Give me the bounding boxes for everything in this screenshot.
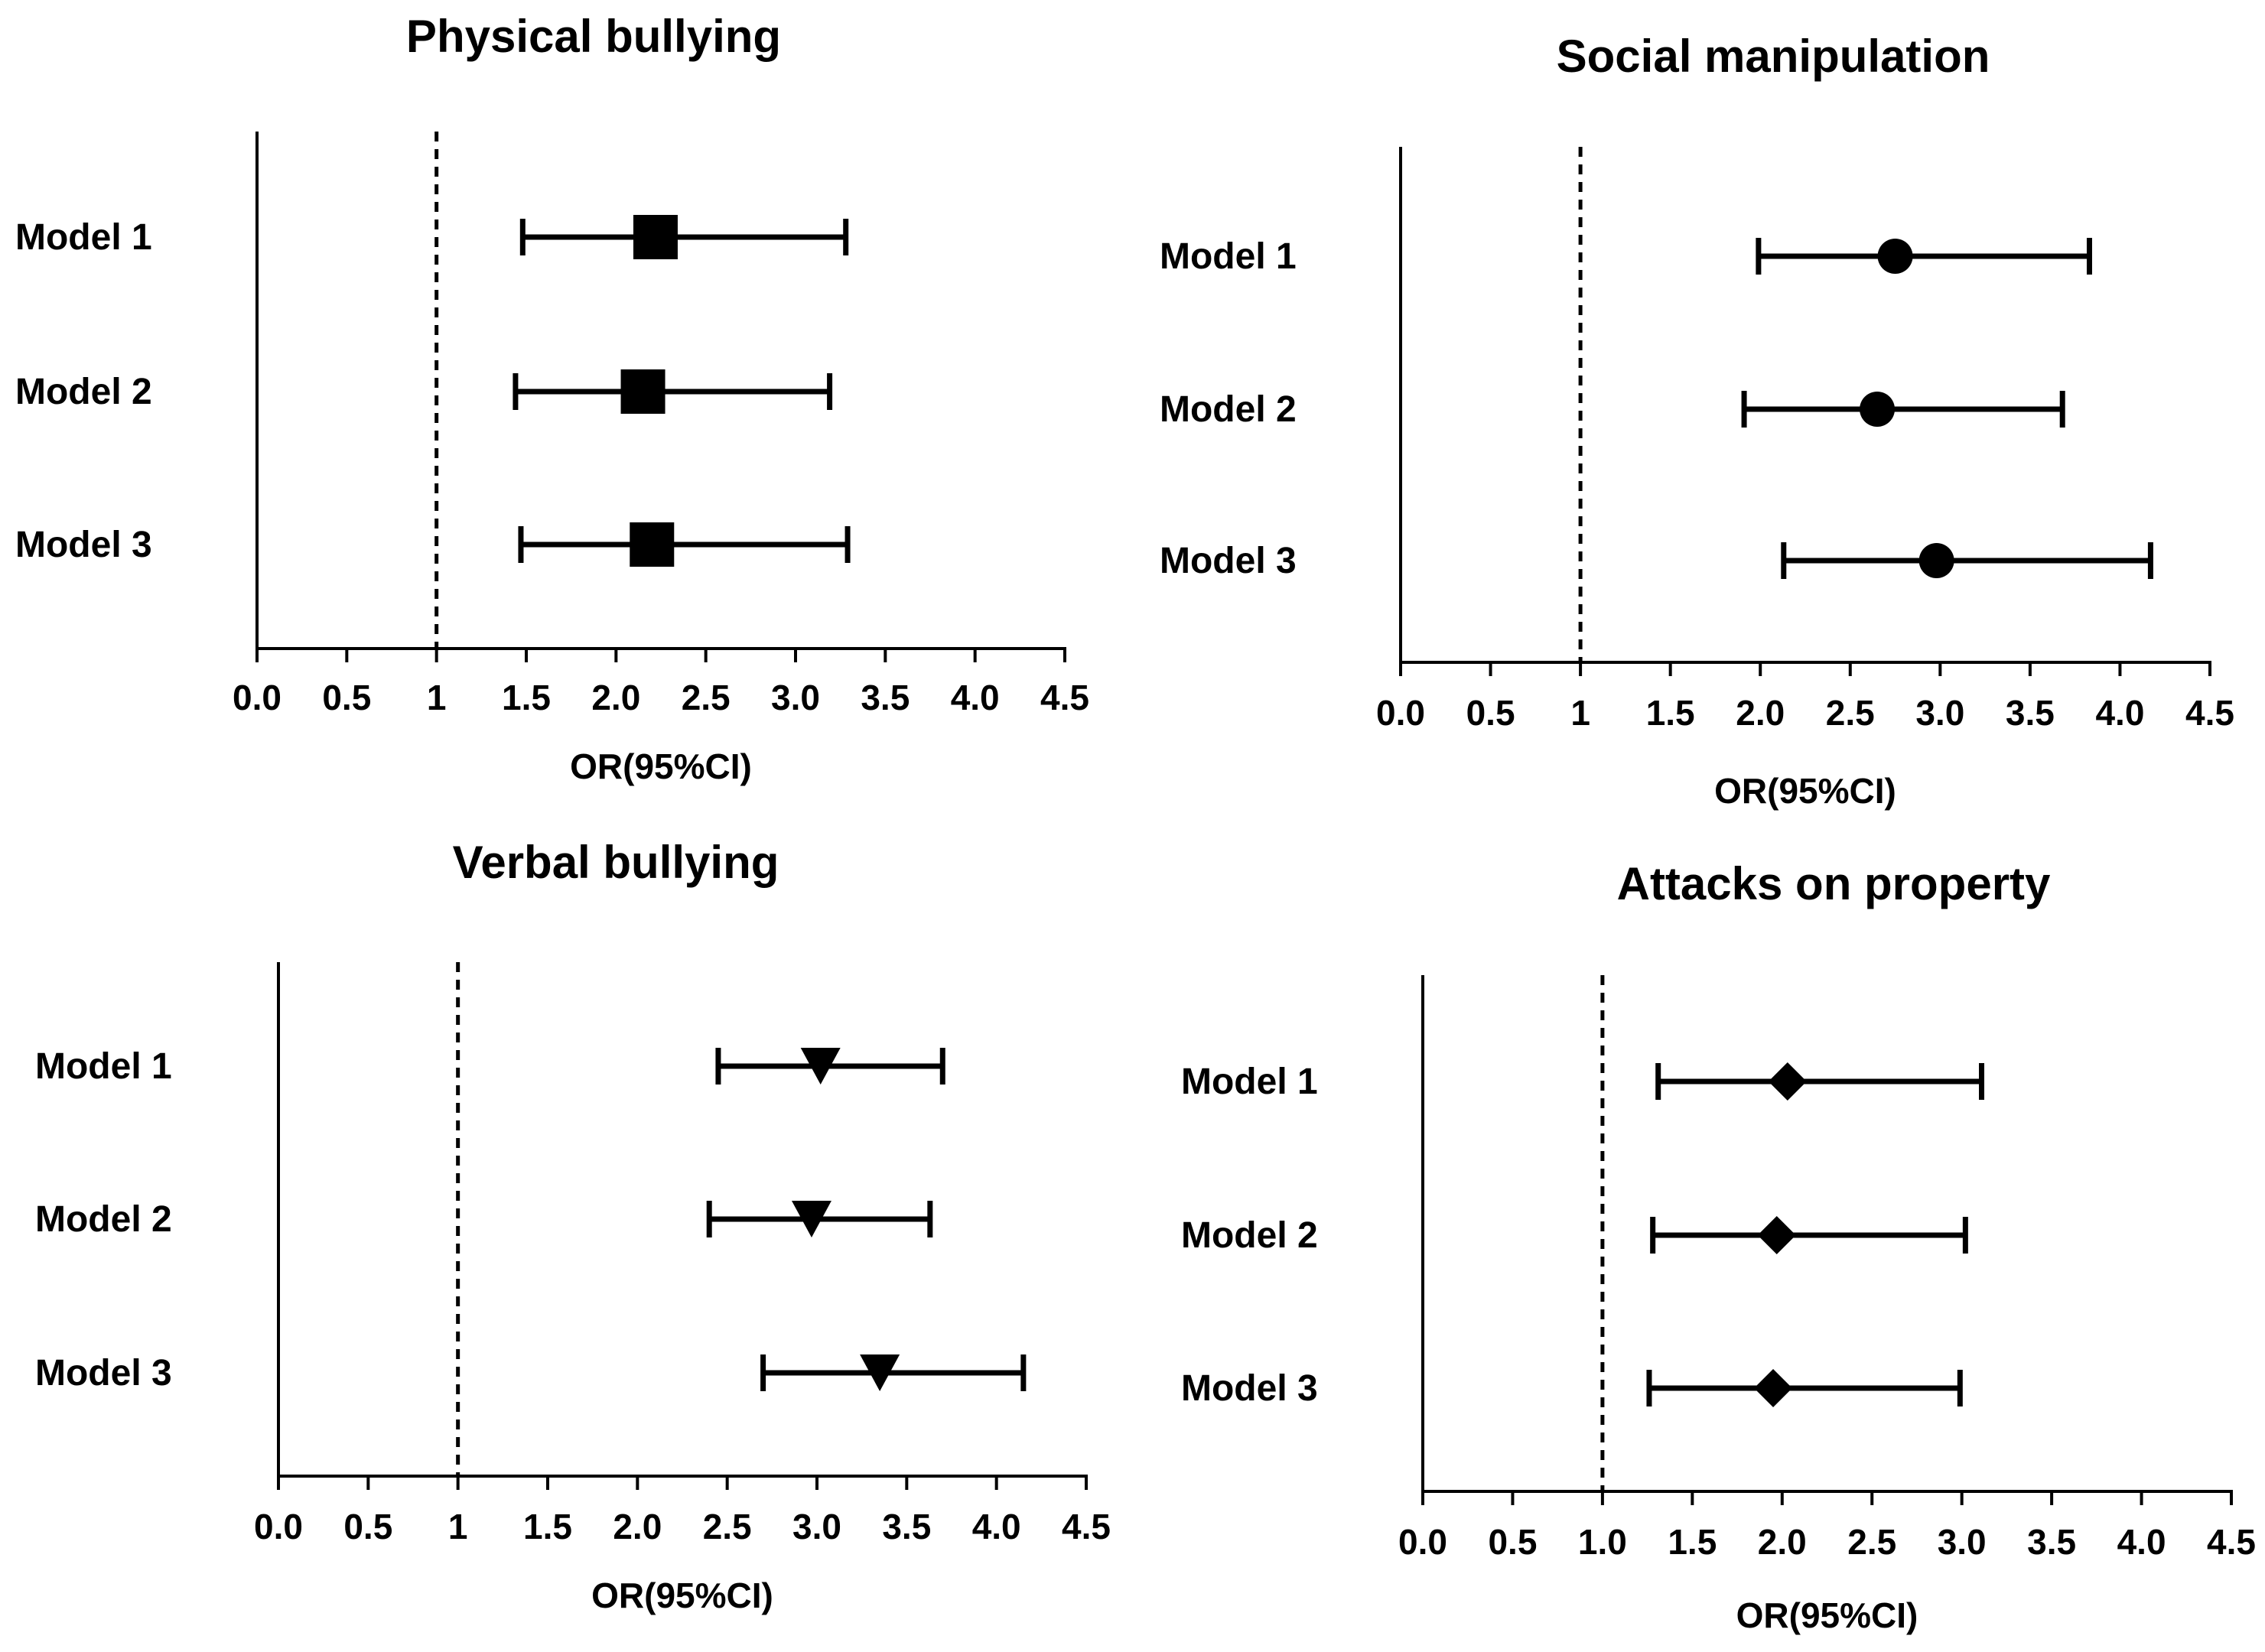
x-tick-label: 1 (427, 678, 447, 717)
x-tick-label: 1 (1570, 693, 1590, 733)
forest-row: Model 1 (1160, 236, 2092, 277)
x-tick-label: 4.5 (2207, 1522, 2256, 1562)
x-tick-label: 1.0 (1578, 1522, 1627, 1562)
x-tick-label: 0.5 (343, 1507, 392, 1546)
forest-panel-2: Social manipulation 0.0 0.5 1 1.5 2.0 2.5 3.0 3.… (1160, 31, 2234, 811)
row-label: Model 3 (15, 525, 152, 565)
row-label: Model 3 (1160, 541, 1297, 581)
forest-row: Model 2 (35, 1199, 933, 1240)
forest-panel-3: Verbal bullying 0.0 0.5 1 1.5 2.0 2.5 3.0 3.5 4.0… (35, 837, 1111, 1615)
or-point-marker (620, 369, 666, 414)
forest-row: Model 2 (1181, 1215, 1968, 1256)
row-label: Model 1 (15, 217, 152, 258)
x-tick-label: 0.5 (322, 678, 371, 717)
x-tick-label: 4.5 (1062, 1507, 1111, 1546)
x-tick-label: 1.5 (1646, 693, 1695, 733)
row-label: Model 1 (1160, 236, 1297, 277)
x-tick-label: 4.0 (2117, 1522, 2166, 1562)
x-axis-title: OR(95%CI) (570, 746, 752, 786)
x-tick-label: 3.5 (2006, 693, 2055, 733)
or-point-marker (1768, 1062, 1807, 1101)
x-tick-label: 3.5 (2027, 1522, 2076, 1562)
x-axis-title: OR(95%CI) (1736, 1595, 1918, 1635)
panel-title: Attacks on property (1617, 858, 2051, 909)
x-tick-label: 4.0 (951, 678, 1000, 717)
x-axis-title: OR(95%CI) (1714, 771, 1896, 811)
row-label: Model 1 (35, 1046, 172, 1087)
x-tick-label: 2.0 (1758, 1522, 1807, 1562)
or-point-marker (791, 1201, 831, 1237)
x-tick-label: 4.0 (972, 1507, 1021, 1546)
forest-row: Model 2 (1160, 389, 2065, 430)
forest-row: Model 1 (15, 215, 849, 259)
forest-row: Model 3 (1160, 541, 2153, 581)
x-tick-label: 3.0 (792, 1507, 841, 1546)
forest-panel-1: Physical bullying 0.0 0.5 1 1.5 2.0 2.5 3.0 3.5 4… (15, 11, 1089, 786)
x-tick-label: 2.0 (613, 1507, 662, 1546)
x-tick-label: 2.5 (1826, 693, 1875, 733)
forest-row: Model 3 (15, 522, 851, 567)
x-tick-label: 3.5 (882, 1507, 931, 1546)
x-tick-label: 3.0 (1915, 693, 1964, 733)
forest-row: Model 3 (35, 1353, 1027, 1393)
x-tick-label: 4.0 (2095, 693, 2144, 733)
or-point-marker (1918, 543, 1954, 578)
x-tick-label: 2.0 (591, 678, 640, 717)
panel-title: Physical bullying (406, 11, 781, 62)
x-tick-label: 1.5 (502, 678, 551, 717)
x-tick-label: 0.5 (1488, 1522, 1537, 1562)
or-point-marker (800, 1048, 841, 1085)
forest-panel-4: Attacks on property 0.0 0.5 1.0 1.5 2.0 2.5 3.0… (1181, 858, 2256, 1635)
x-tick-label: 2.0 (1736, 693, 1785, 733)
x-tick-label: 0.0 (254, 1507, 303, 1546)
x-tick-label: 3.0 (1938, 1522, 1987, 1562)
forest-row: Model 2 (15, 369, 833, 414)
panel-title: Social manipulation (1557, 31, 1990, 82)
forest-row: Model 1 (1181, 1062, 1985, 1102)
row-label: Model 2 (1181, 1215, 1318, 1256)
x-tick-label: 0.0 (1398, 1522, 1447, 1562)
x-tick-label: 0.0 (1376, 693, 1425, 733)
x-tick-label: 3.0 (771, 678, 820, 717)
panel-title: Verbal bullying (453, 837, 779, 888)
x-tick-label: 4.5 (2185, 693, 2234, 733)
x-tick-label: 3.5 (861, 678, 910, 717)
forest-row: Model 1 (35, 1046, 945, 1087)
or-point-marker (630, 522, 675, 567)
row-label: Model 2 (35, 1199, 172, 1240)
or-point-marker (1757, 1216, 1796, 1254)
or-point-marker (860, 1354, 900, 1391)
x-tick-label: 2.5 (682, 678, 731, 717)
x-axis-title: OR(95%CI) (591, 1576, 773, 1615)
or-point-marker (633, 215, 678, 259)
row-label: Model 1 (1181, 1062, 1318, 1102)
x-tick-label: 2.5 (703, 1507, 752, 1546)
or-point-marker (1860, 392, 1896, 427)
row-label: Model 3 (35, 1353, 172, 1393)
x-tick-label: 0.5 (1466, 693, 1515, 733)
or-point-marker (1754, 1369, 1793, 1407)
x-tick-label: 0.0 (233, 678, 281, 717)
x-tick-label: 1 (448, 1507, 468, 1546)
x-tick-label: 1.5 (523, 1507, 572, 1546)
or-point-marker (1877, 239, 1913, 274)
row-label: Model 2 (15, 372, 152, 412)
x-tick-label: 1.5 (1668, 1522, 1717, 1562)
x-tick-label: 4.5 (1040, 678, 1089, 717)
row-label: Model 2 (1160, 389, 1297, 430)
x-tick-label: 2.5 (1847, 1522, 1896, 1562)
forest-row: Model 3 (1181, 1368, 1963, 1409)
row-label: Model 3 (1181, 1368, 1318, 1409)
